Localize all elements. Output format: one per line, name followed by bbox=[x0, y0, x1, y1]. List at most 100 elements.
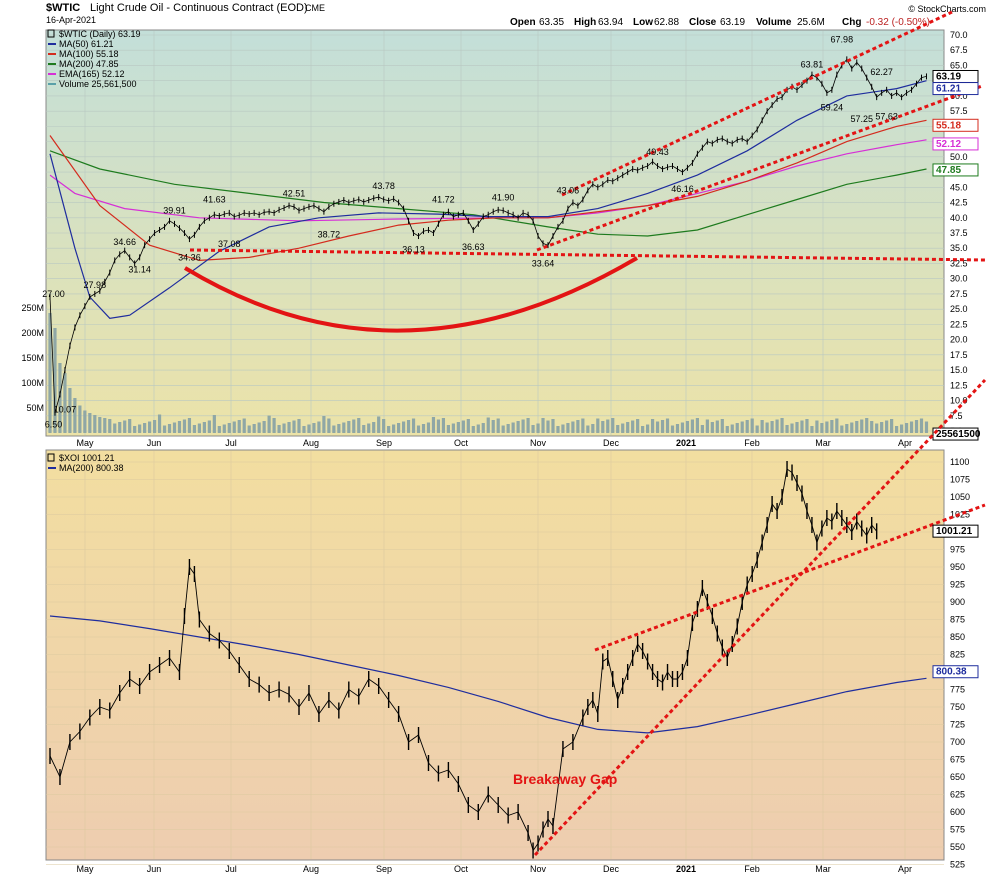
volume-tick-label: 50M bbox=[26, 403, 44, 413]
price-annotation: 38.72 bbox=[318, 229, 341, 239]
volume-bar bbox=[476, 424, 480, 433]
wtic-price-annotations: 27.00 6.50 10.07 27.98 34.66 31.14 39.91 34.36 4… bbox=[42, 34, 898, 429]
x-axis-label: Feb bbox=[744, 438, 760, 448]
volume-bar bbox=[760, 420, 764, 433]
legend-entry: MA(50) 61.21 bbox=[59, 39, 114, 49]
volume-bar bbox=[695, 418, 699, 433]
legend-entry: $XOI 1001.21 bbox=[59, 453, 115, 463]
volume-bar bbox=[650, 419, 655, 433]
volume-bar bbox=[202, 422, 206, 433]
legend-entry: MA(200) 47.85 bbox=[59, 59, 119, 69]
y-tick-label: 900 bbox=[950, 597, 965, 607]
volume-bar bbox=[172, 422, 177, 433]
price-annotation: 46.16 bbox=[671, 184, 694, 194]
chart-date: 16-Apr-2021 bbox=[46, 15, 96, 25]
y-tick-label: 67.5 bbox=[950, 45, 968, 55]
volume-bar bbox=[327, 418, 331, 433]
x-axis-label: Oct bbox=[454, 438, 469, 448]
xoi-y-axis: 1100107510501025100097595092590087585082… bbox=[950, 457, 970, 870]
price-annotation: 62.27 bbox=[870, 67, 893, 77]
volume-bar bbox=[581, 418, 585, 433]
price-annotation: 36.13 bbox=[402, 244, 425, 254]
volume-bar bbox=[865, 418, 869, 433]
y-tick-label: 1050 bbox=[950, 492, 970, 502]
symbol-label: $WTIC bbox=[46, 2, 80, 14]
volume-bar bbox=[506, 424, 510, 433]
xoi-trend-annotations: Breakaway Gap bbox=[513, 378, 987, 857]
xoi-series bbox=[49, 461, 927, 859]
volume-bar bbox=[436, 419, 441, 433]
xoi-badge-label: 1001.21 bbox=[936, 526, 973, 537]
channel-lower-line bbox=[536, 84, 983, 252]
y-tick-label: 27.5 bbox=[950, 289, 968, 299]
price-annotation: 42.51 bbox=[283, 188, 306, 198]
price-annotation: 43.78 bbox=[372, 181, 395, 191]
volume-bar bbox=[377, 416, 381, 433]
volume-bar bbox=[546, 420, 550, 433]
price-annotation: 43.06 bbox=[557, 185, 580, 195]
open-value: 63.35 bbox=[539, 17, 564, 28]
wtic-badge-label: 52.12 bbox=[936, 139, 961, 150]
y-tick-label: 850 bbox=[950, 632, 965, 642]
volume-bar bbox=[491, 420, 495, 433]
volume-bar bbox=[586, 425, 590, 433]
volume-bar bbox=[899, 424, 904, 433]
volume-bar bbox=[68, 388, 72, 433]
y-tick-label: 12.5 bbox=[950, 380, 968, 390]
high-value: 63.94 bbox=[598, 17, 623, 28]
volume-bar bbox=[710, 422, 714, 433]
volume-bar bbox=[860, 419, 864, 433]
y-tick-label: 17.5 bbox=[950, 350, 968, 360]
volume-bar bbox=[571, 421, 575, 433]
volume-bar bbox=[128, 419, 132, 433]
x-axis-label: 2021 bbox=[676, 438, 696, 448]
volume-bar bbox=[446, 425, 450, 433]
x-axis-label: Mar bbox=[815, 864, 831, 874]
volume-bar bbox=[48, 313, 52, 433]
volume-bar bbox=[113, 423, 117, 433]
volume-bar bbox=[914, 420, 919, 433]
rounding-bottom-curve bbox=[183, 256, 639, 333]
wtic-x-axis: May Jun Jul Aug Sep Oct Nov Dec 2021 Feb Mar Apr bbox=[76, 438, 912, 448]
volume-bar bbox=[536, 423, 540, 433]
volume-bar bbox=[616, 425, 620, 433]
volume-bar bbox=[825, 421, 829, 433]
volume-bar bbox=[670, 425, 675, 433]
volume-bar bbox=[118, 422, 122, 433]
volume-bar bbox=[272, 418, 276, 433]
price-annotation: 36.63 bbox=[462, 242, 485, 252]
wtic-badge-label: 47.85 bbox=[936, 165, 961, 176]
ma50-line bbox=[49, 80, 927, 319]
volume-bar bbox=[641, 426, 645, 433]
y-tick-label: 925 bbox=[950, 580, 965, 590]
volume-bar bbox=[516, 421, 520, 433]
volume-bar bbox=[397, 423, 401, 433]
volume-bar bbox=[521, 419, 525, 433]
volume-bar bbox=[466, 419, 470, 433]
volume-bar bbox=[98, 417, 102, 433]
y-tick-label: 50.0 bbox=[950, 152, 968, 162]
volume-bar bbox=[133, 426, 137, 433]
volume-bar bbox=[167, 424, 172, 433]
x-axis-label: Mar bbox=[815, 438, 831, 448]
volume-bar bbox=[88, 413, 92, 433]
volume-bar bbox=[850, 422, 854, 433]
x-axis-label: 2021 bbox=[676, 864, 696, 874]
y-tick-label: 650 bbox=[950, 772, 965, 782]
legend-entry: $WTIC (Daily) 63.19 bbox=[59, 29, 141, 39]
volume-bar bbox=[700, 425, 704, 433]
wtic-badge-label: 25561500 bbox=[936, 429, 981, 440]
volume-bar bbox=[486, 417, 490, 433]
volume-bar bbox=[426, 422, 431, 433]
volume-bar bbox=[655, 421, 660, 433]
volume-bar bbox=[481, 423, 485, 433]
volume-bar bbox=[770, 421, 774, 433]
volume-bar bbox=[292, 420, 296, 433]
x-axis-label: Jul bbox=[225, 438, 237, 448]
volume-bar bbox=[247, 425, 251, 433]
price-annotation: 41.90 bbox=[492, 193, 515, 203]
y-tick-label: 30.0 bbox=[950, 274, 968, 284]
